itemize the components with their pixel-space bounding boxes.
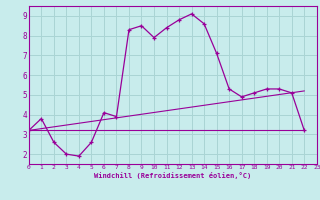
X-axis label: Windchill (Refroidissement éolien,°C): Windchill (Refroidissement éolien,°C) (94, 172, 252, 179)
